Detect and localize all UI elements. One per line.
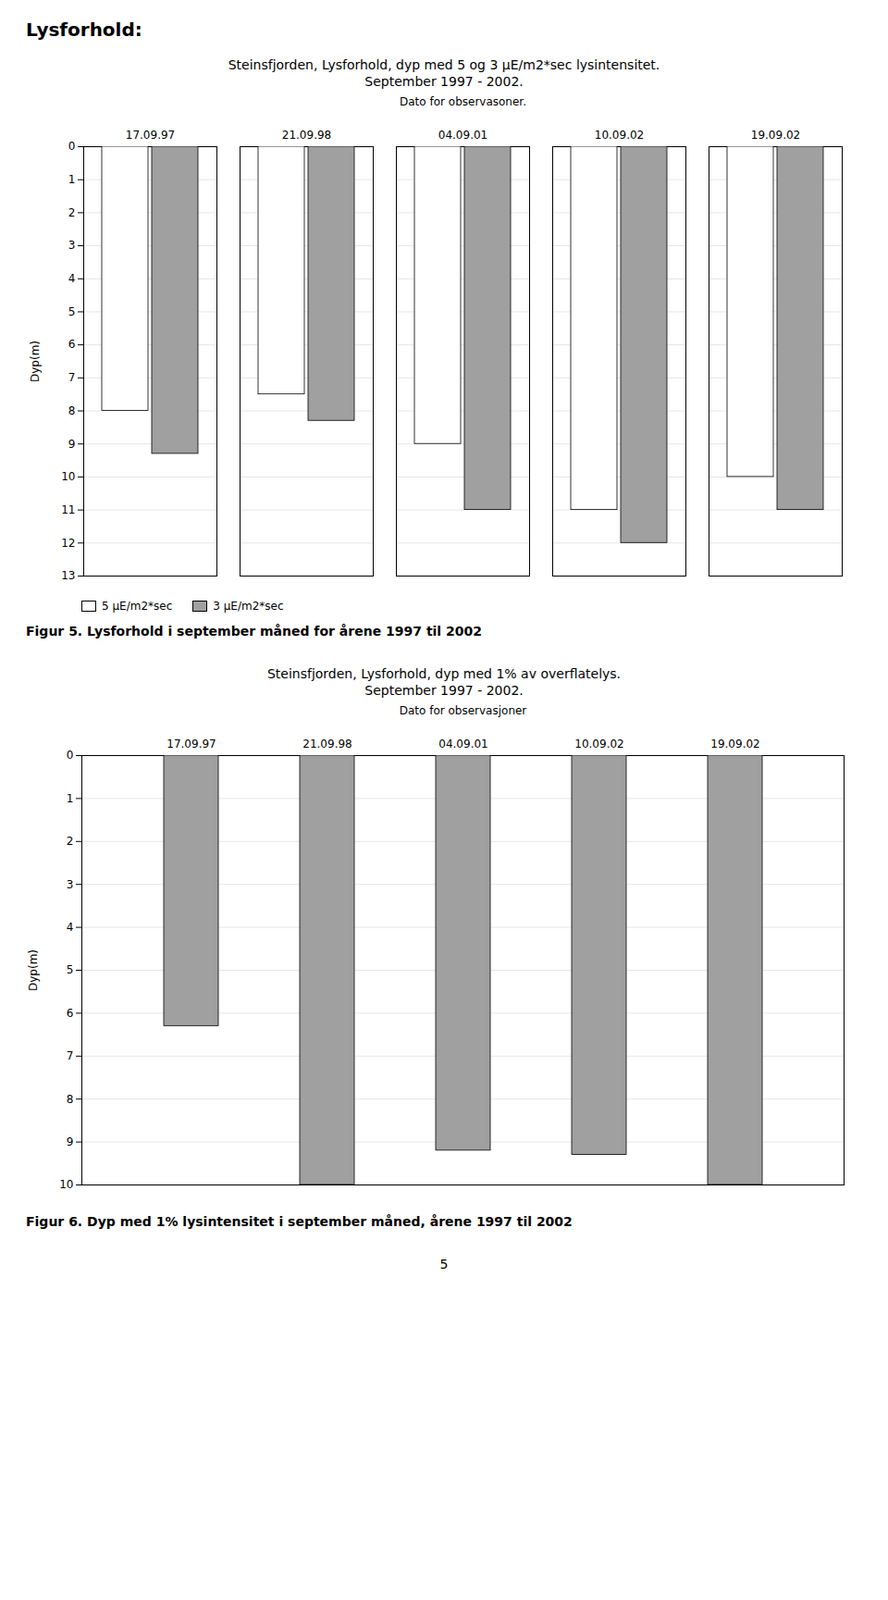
- svg-text:Dyp(m): Dyp(m): [26, 949, 40, 991]
- svg-text:13: 13: [61, 568, 75, 582]
- svg-text:10.09.02: 10.09.02: [594, 128, 644, 142]
- svg-text:6: 6: [66, 1006, 74, 1020]
- html-text:Lysforhold:: Lysforhold:: [25, 18, 143, 41]
- svg-text:8: 8: [68, 404, 76, 418]
- svg-text:5: 5: [66, 962, 74, 976]
- svg-text:3: 3: [66, 877, 74, 891]
- svg-text:10: 10: [61, 469, 75, 483]
- svg-text:17.09.97: 17.09.97: [166, 737, 216, 751]
- svg-text:7: 7: [66, 1048, 74, 1062]
- svg-text:4: 4: [66, 920, 74, 934]
- svg-text:19.09.02: 19.09.02: [751, 128, 801, 142]
- svg-text:6: 6: [68, 337, 76, 351]
- svg-text:8: 8: [66, 1092, 74, 1106]
- svg-text:10.09.02: 10.09.02: [574, 737, 624, 751]
- svg-text:5: 5: [68, 305, 76, 319]
- svg-text:04.09.01: 04.09.01: [438, 128, 488, 142]
- svg-text:9: 9: [68, 437, 76, 451]
- svg-text:3: 3: [68, 238, 76, 252]
- svg-text:7: 7: [68, 370, 76, 384]
- html-text:Figur 5. Lysforhold i septembe: Figur 5. Lysforhold i september måned fo…: [25, 623, 482, 639]
- html-text:September 1997 - 2002.: September 1997 - 2002.: [364, 682, 524, 698]
- svg-text:Dato for observasoner.: Dato for observasoner.: [399, 95, 527, 109]
- html-text:Steinsfjorden, Lysforhold, dyp: Steinsfjorden, Lysforhold, dyp med 5 og …: [228, 57, 660, 73]
- svg-text:2: 2: [68, 206, 76, 220]
- svg-text:19.09.02: 19.09.02: [710, 737, 760, 751]
- html-text:September 1997 - 2002.: September 1997 - 2002.: [364, 74, 524, 89]
- svg-text:Dato for observasjoner: Dato for observasjoner: [399, 703, 528, 717]
- svg-text:21.09.98: 21.09.98: [282, 128, 332, 142]
- svg-text:1: 1: [66, 791, 74, 805]
- svg-text:12: 12: [61, 536, 75, 550]
- svg-text:Dyp(m): Dyp(m): [28, 340, 42, 383]
- svg-text:9: 9: [66, 1134, 74, 1148]
- svg-text:11: 11: [61, 503, 75, 517]
- svg-text:0: 0: [66, 748, 74, 762]
- svg-text:17.09.97: 17.09.97: [125, 128, 175, 142]
- html-text:Steinsfjorden, Lysforhold, dyp: Steinsfjorden, Lysforhold, dyp med 1% av…: [267, 666, 621, 681]
- svg-text:4: 4: [68, 271, 76, 285]
- svg-text:21.09.98: 21.09.98: [302, 737, 352, 751]
- html-text:3 μE/m2*sec: 3 μE/m2*sec: [213, 599, 284, 613]
- svg-text:1: 1: [68, 172, 76, 186]
- svg-text:0: 0: [68, 139, 76, 153]
- svg-text:2: 2: [66, 834, 74, 848]
- html-text:5: 5: [439, 1256, 449, 1271]
- svg-text:04.09.01: 04.09.01: [438, 737, 488, 751]
- html-text:5 μE/m2*sec: 5 μE/m2*sec: [101, 599, 173, 613]
- svg-text:10: 10: [59, 1177, 74, 1191]
- html-text:Figur 6. Dyp med 1% lysintensi: Figur 6. Dyp med 1% lysintensitet i sept…: [25, 1213, 573, 1229]
